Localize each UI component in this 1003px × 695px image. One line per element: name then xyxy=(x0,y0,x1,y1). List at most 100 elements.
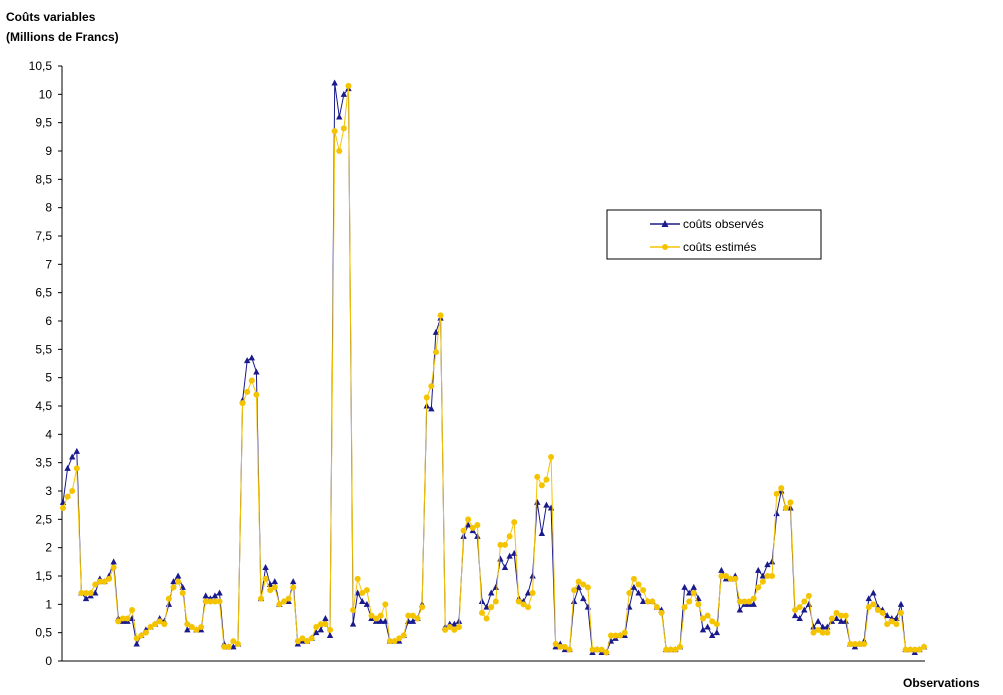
data-point xyxy=(469,524,476,531)
series-line xyxy=(62,85,925,654)
data-point xyxy=(110,558,117,565)
data-point xyxy=(92,581,99,588)
data-point xyxy=(322,621,329,628)
data-point xyxy=(248,377,255,384)
data-point xyxy=(253,368,260,375)
data-point xyxy=(373,615,380,622)
legend-box xyxy=(606,209,822,260)
data-point xyxy=(580,581,587,588)
data-point xyxy=(428,405,435,412)
data-point xyxy=(492,583,500,590)
data-point xyxy=(304,638,311,645)
data-point xyxy=(207,598,214,605)
data-point xyxy=(414,615,421,622)
data-point xyxy=(580,595,587,602)
data-point xyxy=(502,541,509,548)
data-point xyxy=(805,592,812,599)
data-point xyxy=(478,609,485,616)
data-point xyxy=(442,626,449,633)
data-point xyxy=(534,498,541,505)
data-point xyxy=(566,646,573,653)
data-point xyxy=(796,615,803,621)
y-tick-label: 4 xyxy=(45,427,52,441)
data-point xyxy=(746,598,753,605)
data-point xyxy=(175,578,182,585)
data-point xyxy=(557,643,564,650)
data-point xyxy=(400,632,407,639)
data-point xyxy=(630,583,638,590)
data-point xyxy=(764,561,771,568)
data-point xyxy=(828,615,835,622)
data-point xyxy=(810,629,817,636)
data-point xyxy=(267,587,274,594)
data-point xyxy=(681,604,688,611)
data-point xyxy=(133,635,140,642)
legend-label: coûts observés xyxy=(683,217,764,231)
data-point xyxy=(695,601,702,608)
data-point xyxy=(244,388,251,395)
data-point xyxy=(248,354,255,361)
data-point xyxy=(156,618,163,625)
data-point xyxy=(322,615,329,621)
data-point xyxy=(769,573,776,579)
data-point xyxy=(617,632,624,639)
data-point xyxy=(340,90,348,97)
data-point xyxy=(543,476,550,483)
data-point xyxy=(704,612,711,619)
data-point xyxy=(902,646,909,653)
data-point xyxy=(340,125,347,132)
data-point xyxy=(92,589,99,596)
data-point xyxy=(626,590,633,596)
data-point xyxy=(211,592,219,599)
series-line xyxy=(62,82,925,654)
data-point xyxy=(681,583,688,590)
data-point xyxy=(672,646,679,653)
data-point xyxy=(271,584,278,591)
data-point xyxy=(663,646,670,653)
data-point xyxy=(474,532,481,539)
data-point xyxy=(552,641,559,647)
data-point xyxy=(174,572,182,579)
legend-label: coûts estimés xyxy=(683,240,756,254)
data-point xyxy=(382,617,389,624)
data-point xyxy=(690,590,697,596)
data-point xyxy=(529,590,536,596)
data-point xyxy=(787,499,794,506)
data-point xyxy=(184,621,191,628)
data-point xyxy=(612,632,619,639)
data-point xyxy=(856,641,863,647)
data-point xyxy=(879,609,886,616)
data-point xyxy=(690,583,697,590)
data-point xyxy=(589,646,596,653)
data-point xyxy=(198,624,205,630)
data-point xyxy=(764,573,771,579)
data-point xyxy=(82,595,90,602)
data-point xyxy=(96,578,103,585)
data-point xyxy=(838,612,845,619)
data-point xyxy=(755,566,762,573)
data-point xyxy=(497,555,504,562)
data-point xyxy=(405,612,412,619)
data-point xyxy=(819,629,826,636)
data-point xyxy=(377,612,384,619)
data-point xyxy=(814,617,822,624)
data-point xyxy=(119,615,126,622)
data-point xyxy=(202,598,209,605)
data-point xyxy=(465,516,472,523)
data-point xyxy=(262,564,269,570)
data-point xyxy=(699,626,707,633)
data-point xyxy=(354,589,361,596)
data-point xyxy=(819,623,826,630)
y-tick-label: 2 xyxy=(45,541,52,555)
data-point xyxy=(644,598,651,605)
data-point xyxy=(336,148,343,154)
data-point xyxy=(916,646,923,653)
data-point xyxy=(230,643,237,650)
data-point xyxy=(409,617,417,624)
data-point xyxy=(833,615,840,621)
data-point xyxy=(359,598,366,604)
data-point xyxy=(313,629,320,636)
data-point xyxy=(419,604,426,611)
data-point xyxy=(718,566,725,573)
data-point xyxy=(534,473,541,480)
